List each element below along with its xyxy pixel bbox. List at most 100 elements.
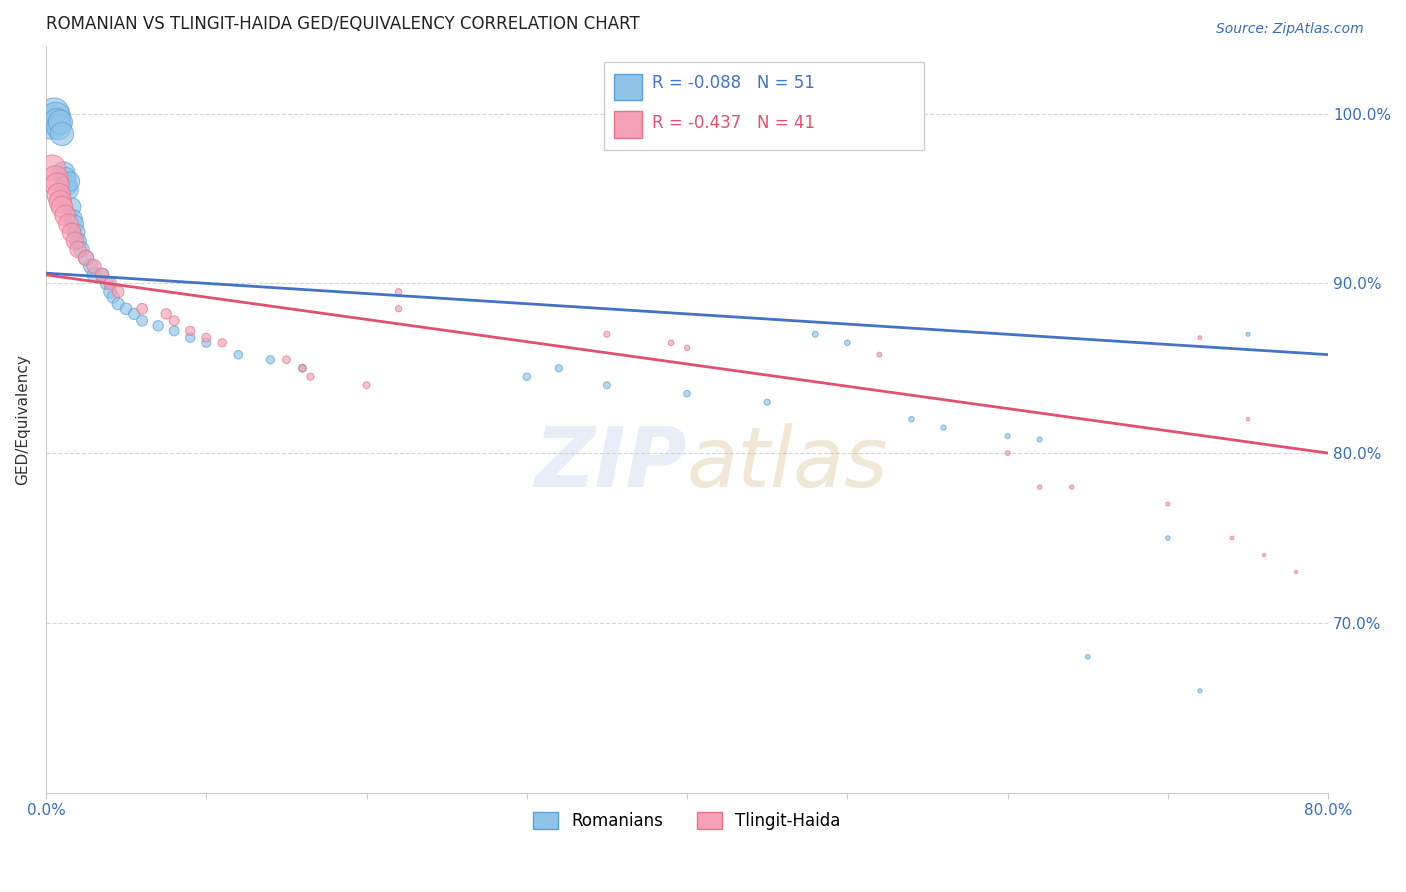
Point (58, 217, 80, 231)
Point (59, 174, 82, 188)
Point (179, 331, 201, 345)
Point (98, 285, 121, 299)
Point (195, 331, 218, 345)
Point (291, 361, 314, 376)
Text: atlas: atlas (688, 424, 889, 505)
Point (53, 209, 76, 223)
Point (596, 327, 619, 342)
Point (997, 446, 1019, 460)
Text: ROMANIAN VS TLINGIT-HAIDA GED/EQUIVALENCY CORRELATION CHART: ROMANIAN VS TLINGIT-HAIDA GED/EQUIVALENC… (46, 15, 640, 33)
Point (997, 429, 1019, 443)
Point (46, 115, 69, 129)
Point (211, 335, 233, 350)
Point (837, 335, 859, 350)
Point (51, 200, 73, 214)
Point (75, 251, 97, 265)
Point (70, 243, 93, 257)
Point (60, 200, 83, 214)
Point (131, 314, 153, 328)
Point (98, 277, 121, 291)
Point (1188, 683, 1211, 698)
Point (62, 211, 84, 226)
Point (163, 324, 186, 338)
Point (65, 226, 87, 240)
Point (49, 194, 72, 209)
Text: R = -0.437   N = 41: R = -0.437 N = 41 (652, 113, 815, 132)
Point (66, 234, 89, 248)
Point (58, 183, 80, 197)
Point (1077, 649, 1099, 664)
Point (356, 378, 378, 392)
Point (259, 352, 281, 367)
Point (226, 348, 249, 362)
Point (1285, 565, 1308, 579)
Point (115, 301, 138, 316)
Text: Source: ZipAtlas.com: Source: ZipAtlas.com (1216, 22, 1364, 37)
Point (276, 352, 298, 367)
Point (51, 127, 73, 141)
Text: R = -0.088   N = 51: R = -0.088 N = 51 (652, 74, 815, 92)
Point (155, 307, 177, 321)
Point (75, 251, 97, 265)
Point (547, 361, 569, 376)
Point (46, 178, 69, 192)
Point (1237, 327, 1260, 342)
Point (122, 307, 145, 321)
Point (900, 412, 922, 426)
Point (107, 296, 129, 310)
Point (41, 161, 63, 175)
Point (53, 171, 76, 186)
Point (60, 226, 83, 240)
Point (63, 217, 86, 231)
Point (80, 260, 103, 274)
Point (516, 369, 538, 384)
Point (1157, 531, 1180, 545)
Point (146, 318, 169, 333)
Point (56, 178, 79, 192)
Point (107, 285, 129, 299)
Point (659, 335, 682, 350)
Point (42, 106, 65, 120)
Point (52, 166, 75, 180)
Y-axis label: GED/Equivalency: GED/Equivalency (15, 354, 30, 484)
Point (195, 335, 218, 350)
Point (596, 378, 619, 392)
Text: ZIP: ZIP (534, 424, 688, 505)
Point (48, 188, 70, 202)
Point (676, 386, 699, 401)
Point (1060, 480, 1083, 494)
Point (96, 277, 118, 291)
Point (83, 260, 105, 274)
Point (45, 171, 67, 186)
Point (676, 341, 699, 355)
Point (1253, 548, 1275, 562)
Point (39, 115, 62, 129)
Point (932, 420, 955, 434)
Point (131, 301, 153, 316)
Point (299, 369, 322, 384)
Point (387, 285, 409, 299)
Point (756, 395, 779, 409)
Point (45, 110, 67, 124)
Point (48, 120, 70, 135)
Point (179, 324, 201, 338)
Legend: Romanians, Tlingit-Haida: Romanians, Tlingit-Haida (527, 805, 848, 837)
Point (1237, 412, 1260, 426)
Point (868, 348, 890, 362)
Point (163, 314, 186, 328)
Bar (614, 112, 643, 137)
Point (1157, 497, 1180, 511)
Bar (614, 74, 643, 100)
Point (1188, 331, 1211, 345)
Point (1028, 480, 1050, 494)
Point (103, 290, 125, 304)
Point (91, 268, 114, 282)
Point (387, 301, 409, 316)
Point (63, 234, 86, 248)
Point (83, 268, 105, 282)
Point (1220, 531, 1243, 545)
Point (804, 327, 827, 342)
Point (291, 361, 314, 376)
Point (1028, 433, 1050, 447)
Point (49, 115, 72, 129)
